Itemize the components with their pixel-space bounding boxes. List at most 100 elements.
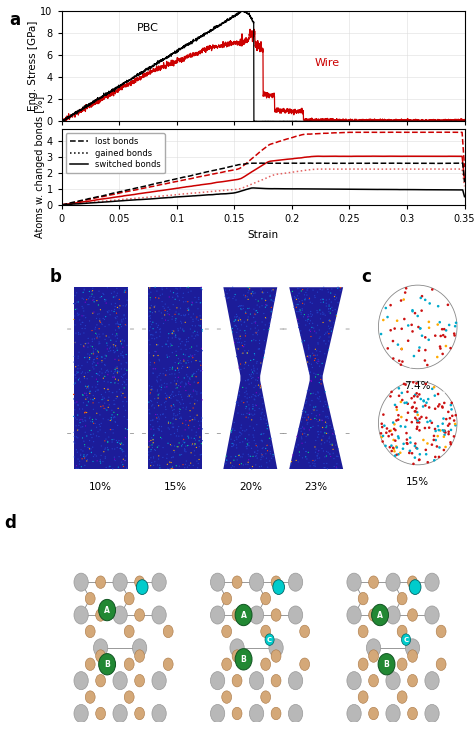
Point bbox=[104, 364, 111, 376]
Point bbox=[317, 308, 325, 320]
Point bbox=[163, 338, 171, 350]
Point bbox=[414, 310, 421, 321]
Circle shape bbox=[232, 707, 242, 720]
Point bbox=[389, 417, 397, 429]
Point bbox=[162, 370, 169, 381]
Point bbox=[298, 433, 306, 445]
Point bbox=[254, 329, 261, 340]
Point bbox=[309, 421, 317, 432]
Point bbox=[146, 329, 154, 340]
Point bbox=[173, 378, 180, 390]
Point bbox=[169, 461, 176, 473]
Point bbox=[188, 330, 196, 342]
Point bbox=[246, 402, 253, 414]
Point bbox=[173, 382, 181, 394]
Point bbox=[291, 291, 298, 303]
Point bbox=[108, 287, 115, 299]
Circle shape bbox=[222, 691, 232, 703]
Point bbox=[172, 294, 179, 305]
Point bbox=[198, 448, 205, 460]
Point bbox=[120, 445, 128, 457]
Point bbox=[148, 400, 155, 412]
Point bbox=[75, 327, 82, 338]
Point bbox=[307, 388, 315, 399]
Point bbox=[185, 422, 192, 434]
Point bbox=[321, 396, 329, 408]
Point bbox=[316, 332, 323, 344]
Point bbox=[119, 459, 127, 471]
Point bbox=[262, 294, 269, 305]
Point bbox=[244, 287, 252, 299]
Point bbox=[187, 457, 194, 469]
Point bbox=[111, 364, 119, 375]
Point bbox=[330, 453, 338, 464]
Point bbox=[234, 408, 242, 419]
Point bbox=[305, 411, 312, 423]
Point bbox=[82, 323, 89, 335]
Point bbox=[257, 357, 264, 369]
Point bbox=[419, 434, 427, 446]
Point bbox=[74, 359, 82, 371]
Circle shape bbox=[249, 671, 264, 690]
Point bbox=[151, 346, 159, 357]
Point bbox=[100, 392, 108, 404]
Point bbox=[105, 461, 113, 472]
Point bbox=[95, 338, 103, 350]
Point bbox=[428, 284, 436, 295]
Point bbox=[190, 459, 197, 471]
Point bbox=[192, 297, 200, 308]
Point bbox=[401, 421, 409, 432]
Point bbox=[227, 433, 235, 445]
Point bbox=[192, 371, 200, 383]
Point bbox=[408, 448, 416, 459]
Point bbox=[253, 357, 261, 369]
Point bbox=[190, 384, 197, 396]
Point bbox=[110, 367, 118, 379]
Point bbox=[115, 451, 123, 462]
Point bbox=[413, 378, 420, 389]
Point bbox=[197, 416, 205, 427]
Circle shape bbox=[378, 654, 395, 675]
Point bbox=[260, 352, 267, 364]
Point bbox=[389, 335, 397, 347]
Point bbox=[311, 441, 319, 453]
Point bbox=[237, 333, 245, 345]
Point bbox=[303, 409, 311, 421]
Point bbox=[327, 448, 334, 460]
Point bbox=[157, 432, 164, 443]
FancyBboxPatch shape bbox=[289, 287, 343, 469]
Circle shape bbox=[425, 704, 439, 722]
Point bbox=[413, 388, 420, 399]
Point bbox=[169, 421, 176, 433]
Point bbox=[118, 346, 126, 358]
Point bbox=[309, 362, 316, 373]
Point bbox=[151, 333, 158, 345]
Point bbox=[244, 314, 251, 326]
Circle shape bbox=[232, 674, 242, 687]
Point bbox=[325, 305, 333, 317]
Point bbox=[446, 319, 453, 331]
Point bbox=[181, 443, 188, 455]
Point bbox=[77, 421, 85, 433]
Point bbox=[185, 305, 192, 316]
Point bbox=[193, 395, 201, 407]
Point bbox=[150, 429, 157, 441]
Point bbox=[450, 431, 458, 443]
Point bbox=[77, 444, 85, 456]
Point bbox=[397, 359, 405, 370]
Point bbox=[111, 303, 118, 315]
Point bbox=[90, 356, 98, 368]
Point bbox=[93, 413, 100, 425]
Point bbox=[164, 341, 172, 353]
Point bbox=[262, 443, 270, 454]
Point bbox=[101, 321, 109, 332]
Point bbox=[155, 355, 163, 367]
Point bbox=[114, 378, 122, 389]
Point bbox=[180, 309, 187, 321]
Point bbox=[243, 392, 251, 404]
Point bbox=[164, 351, 171, 363]
Point bbox=[298, 336, 306, 348]
Point bbox=[325, 300, 333, 312]
Point bbox=[252, 391, 260, 402]
Point bbox=[264, 423, 271, 434]
